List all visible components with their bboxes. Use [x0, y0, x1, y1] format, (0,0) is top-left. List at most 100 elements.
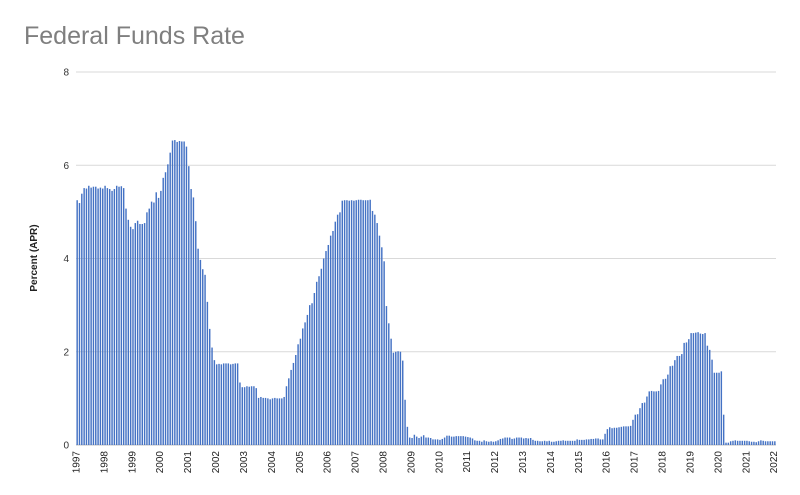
bar	[564, 440, 567, 445]
bar	[88, 185, 90, 445]
bar	[743, 440, 746, 445]
bar	[448, 435, 450, 445]
bar	[220, 364, 223, 445]
bar	[681, 354, 683, 445]
bar	[378, 235, 381, 445]
bar	[532, 439, 534, 445]
x-tick-label: 2015	[574, 451, 585, 474]
bar	[206, 301, 209, 445]
bar	[122, 188, 125, 445]
bar	[602, 439, 604, 445]
bar	[539, 441, 541, 445]
bar	[136, 220, 139, 445]
bar	[139, 224, 141, 445]
x-tick-label: 2016	[602, 451, 613, 474]
bar	[239, 382, 241, 445]
bar	[104, 185, 106, 445]
bar	[213, 360, 216, 445]
bar	[620, 426, 623, 445]
bar	[520, 437, 523, 445]
bar	[134, 223, 137, 445]
bar	[425, 437, 427, 445]
bar	[750, 441, 753, 445]
x-tick-label: 2017	[630, 451, 641, 474]
bar	[553, 441, 555, 445]
bar	[741, 440, 743, 445]
bar	[199, 259, 202, 445]
bar	[218, 363, 220, 445]
bar	[713, 372, 716, 445]
bar	[476, 440, 478, 445]
bar	[429, 438, 432, 445]
bar	[318, 276, 320, 445]
bar	[302, 328, 304, 445]
bar	[485, 441, 488, 445]
bar	[457, 436, 460, 445]
chart-title: Federal Funds Rate	[24, 22, 245, 50]
bar	[204, 274, 206, 445]
bar	[534, 440, 537, 445]
bar	[297, 344, 299, 445]
bar	[148, 208, 150, 445]
bar	[132, 229, 134, 445]
bar	[336, 214, 339, 445]
bar	[255, 388, 257, 445]
x-tick-label: 2008	[378, 451, 389, 474]
bar	[690, 333, 692, 445]
bar	[569, 440, 571, 445]
bar	[746, 440, 748, 445]
bar	[211, 347, 213, 445]
y-axis-label: Percent (APR)	[29, 224, 40, 291]
bar	[157, 197, 160, 445]
bar	[81, 193, 83, 445]
x-tick-label: 2007	[351, 451, 362, 474]
bar	[381, 247, 383, 445]
x-tick-label: 2011	[462, 451, 473, 473]
bar	[418, 438, 420, 445]
bar	[304, 322, 306, 445]
x-tick-label: 2006	[323, 451, 334, 474]
bar	[764, 441, 767, 445]
bar	[664, 378, 667, 445]
bar	[525, 438, 527, 445]
bar	[253, 386, 255, 445]
bar	[590, 438, 592, 445]
bar	[548, 440, 550, 445]
x-tick-label: 2002	[211, 451, 222, 474]
bar	[588, 439, 590, 445]
bar	[313, 293, 316, 445]
bar	[629, 425, 632, 445]
bar	[560, 440, 562, 445]
bar	[90, 187, 92, 445]
bar	[350, 200, 353, 445]
bar	[541, 441, 543, 445]
bar	[115, 185, 118, 445]
bar	[299, 338, 302, 445]
bar	[276, 398, 278, 446]
bar	[125, 208, 127, 445]
bar	[281, 398, 283, 446]
bar	[241, 387, 243, 445]
x-axis-ticks: 1997 1998 1999 2000 2001 2002 2003 2004 2005 2006…	[72, 451, 781, 474]
bar	[232, 363, 234, 445]
bar	[436, 439, 439, 445]
bar	[176, 141, 178, 445]
bar	[727, 442, 730, 445]
bar	[648, 391, 650, 445]
bar	[341, 200, 343, 445]
bar	[753, 441, 755, 445]
bar	[413, 434, 416, 445]
bar	[76, 200, 78, 445]
bar	[643, 402, 646, 445]
bar	[446, 435, 448, 445]
bar	[729, 441, 732, 445]
bar	[657, 390, 660, 445]
bar	[339, 212, 341, 445]
bar	[174, 140, 176, 445]
x-tick-label: 1999	[127, 451, 138, 474]
bar	[478, 440, 481, 445]
bar	[481, 441, 483, 445]
bar	[422, 435, 425, 445]
bar	[622, 426, 625, 445]
bar	[427, 437, 430, 445]
